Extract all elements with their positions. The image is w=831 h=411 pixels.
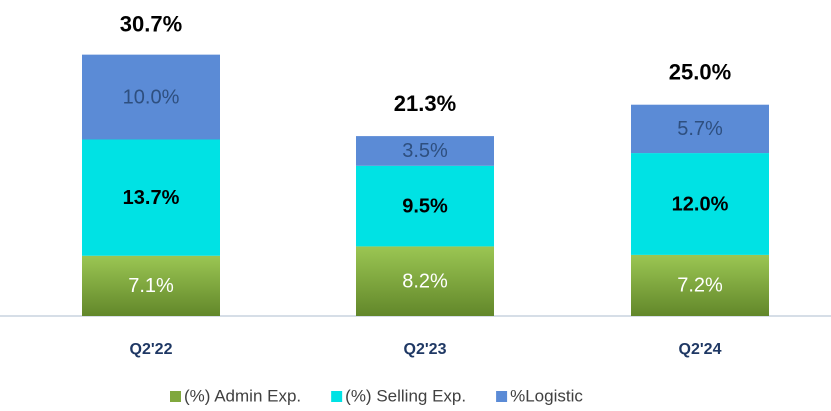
bar-segment	[631, 254, 769, 316]
data-label: 9.5%	[402, 195, 448, 217]
data-label: 3.5%	[402, 140, 448, 162]
data-label: 8.2%	[402, 270, 448, 292]
x-tick-label: Q2'23	[404, 341, 447, 358]
bar-segment	[82, 139, 220, 256]
bar-segment	[82, 255, 220, 316]
total-label: 25.0%	[669, 60, 731, 85]
total-label: 21.3%	[394, 91, 456, 116]
data-label: 5.7%	[677, 118, 723, 140]
data-label: 7.1%	[128, 275, 174, 297]
x-tick-label: Q2'24	[679, 341, 722, 358]
data-label: 12.0%	[672, 193, 729, 215]
total-label: 30.7%	[120, 11, 182, 36]
legend-swatch	[496, 391, 508, 402]
bar-segment	[356, 165, 494, 247]
bar-segment	[356, 246, 494, 316]
bar-segment	[631, 104, 769, 154]
data-label: 13.7%	[123, 187, 180, 209]
legend-label: %Logistic	[510, 386, 583, 405]
bar-segment	[356, 136, 494, 166]
legend-label: (%) Admin Exp.	[184, 386, 301, 405]
data-label: 10.0%	[123, 86, 180, 108]
x-tick-label: Q2'22	[130, 341, 173, 358]
legend-swatch	[331, 391, 343, 402]
data-label: 7.2%	[677, 275, 723, 297]
bar-segment	[82, 54, 220, 140]
bar-segment	[631, 153, 769, 255]
legend-swatch	[170, 391, 181, 402]
legend-label: (%) Selling Exp.	[345, 386, 466, 405]
